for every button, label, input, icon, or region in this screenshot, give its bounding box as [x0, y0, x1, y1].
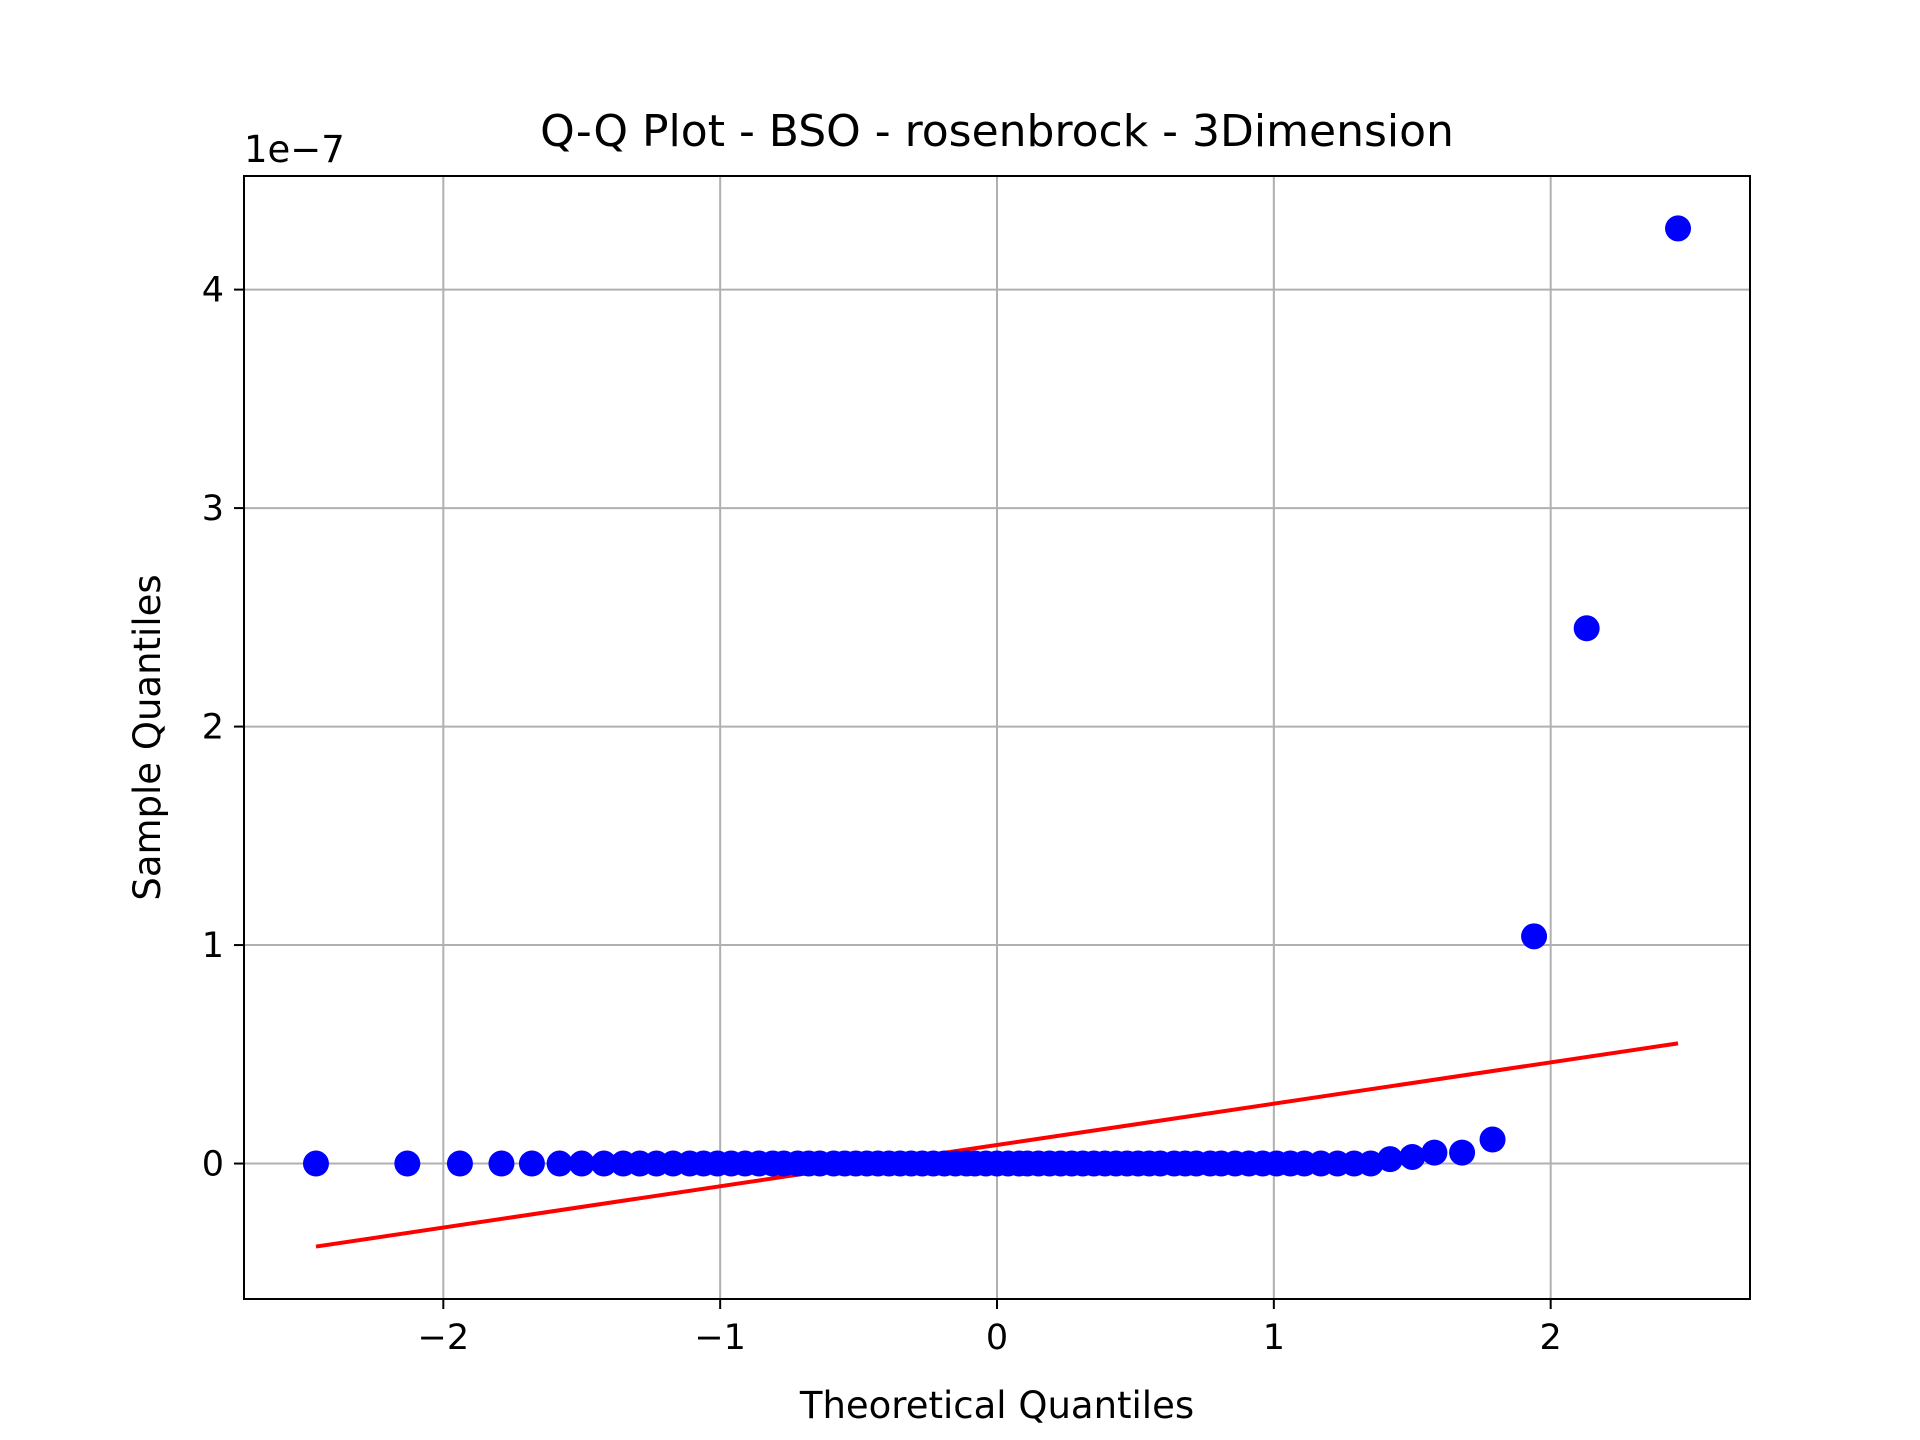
- data-point: [1521, 923, 1548, 950]
- y-tick-label: 1: [202, 926, 224, 966]
- data-point: [1665, 215, 1692, 242]
- points-layer: [302, 215, 1692, 1177]
- chart-title: Q-Q Plot - BSO - rosenbrock - 3Dimension: [540, 106, 1454, 157]
- data-point: [1479, 1126, 1506, 1153]
- data-point: [1449, 1139, 1476, 1166]
- data-point: [1377, 1146, 1404, 1173]
- y-axis-label: Sample Quantiles: [126, 574, 169, 900]
- data-point: [1399, 1143, 1426, 1170]
- y-tick-label: 0: [202, 1145, 224, 1185]
- x-tick-label: −2: [418, 1318, 470, 1358]
- x-axis-ticks: −2 −1 0 1 2: [418, 1299, 1562, 1358]
- data-point: [394, 1150, 421, 1177]
- fit-line: [315, 1041, 1679, 1249]
- data-point: [302, 1150, 329, 1177]
- x-tick-label: 0: [986, 1318, 1008, 1358]
- data-point: [1573, 615, 1600, 642]
- x-tick-label: 1: [1263, 1318, 1285, 1358]
- x-axis-label: Theoretical Quantiles: [799, 1384, 1194, 1427]
- data-point: [1357, 1150, 1384, 1177]
- fit-line-layer: [315, 1041, 1679, 1249]
- data-point: [488, 1150, 515, 1177]
- y-tick-label: 3: [202, 489, 224, 529]
- data-point: [518, 1150, 545, 1177]
- y-axis-ticks: 0 1 2 3 4: [202, 271, 244, 1185]
- data-point: [1421, 1139, 1448, 1166]
- x-tick-label: 2: [1540, 1318, 1562, 1358]
- data-point: [568, 1150, 595, 1177]
- y-tick-label: 2: [202, 708, 224, 748]
- y-tick-label: 4: [202, 271, 224, 311]
- data-point: [590, 1150, 617, 1177]
- data-point: [446, 1150, 473, 1177]
- data-point: [546, 1150, 573, 1177]
- x-tick-label: −1: [694, 1318, 746, 1358]
- y-axis-offset-label: 1e−7: [244, 128, 345, 171]
